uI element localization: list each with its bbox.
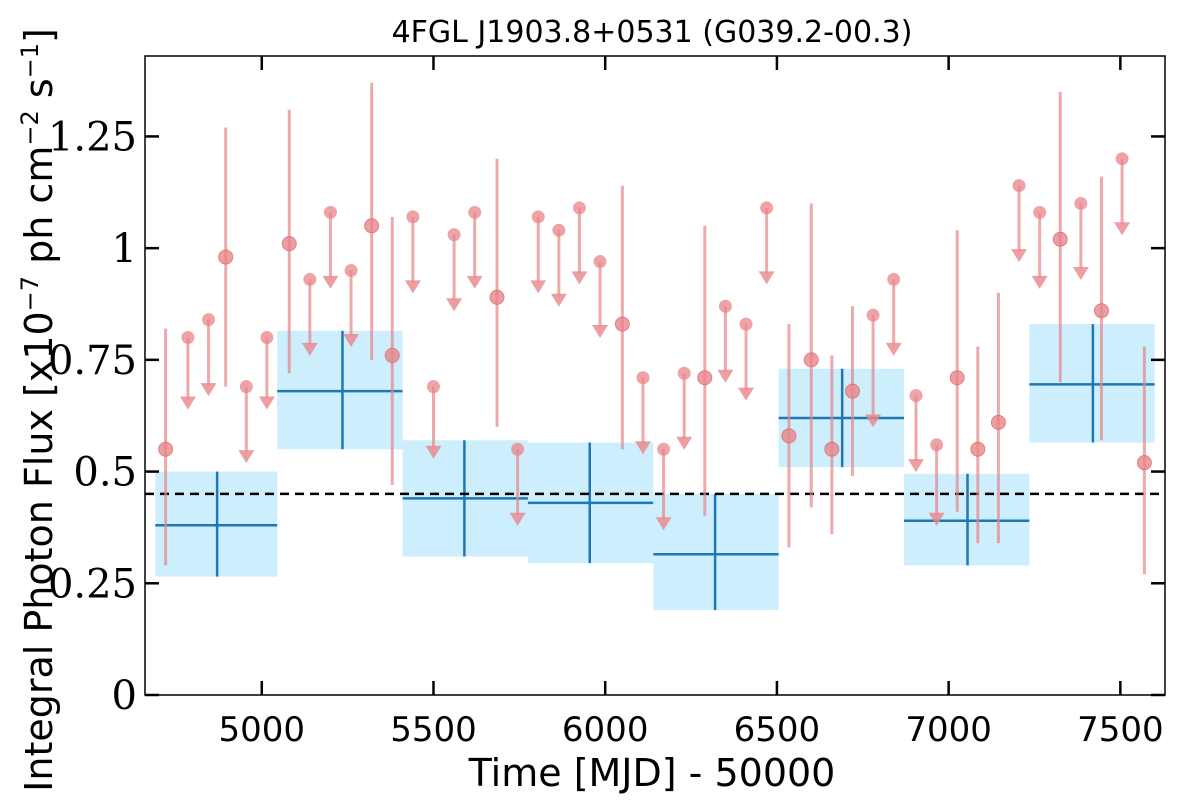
detection-point-15 bbox=[1052, 231, 1068, 247]
upper-limit-point-21 bbox=[760, 201, 774, 215]
upper-limit-point-26 bbox=[1012, 179, 1026, 193]
upper-limit-point-22 bbox=[866, 308, 880, 322]
upper-limit-arrow-11 bbox=[509, 512, 526, 526]
upper-limit-point-0 bbox=[181, 331, 195, 345]
upper-limit-arrow-3 bbox=[258, 396, 275, 410]
detection-point-1 bbox=[218, 249, 234, 265]
y-tick-label-4: 1 bbox=[112, 226, 137, 272]
detection-point-8 bbox=[781, 428, 797, 444]
upper-limit-point-25 bbox=[930, 438, 944, 452]
detection-point-16 bbox=[1093, 303, 1109, 319]
x-tick-label-3: 6500 bbox=[734, 710, 821, 750]
upper-limit-arrow-20 bbox=[738, 387, 755, 401]
x-tick-label-5: 7500 bbox=[1077, 710, 1164, 750]
upper-limit-arrow-18 bbox=[676, 436, 693, 450]
x-axis-label: Time [MJD] - 50000 bbox=[468, 751, 836, 795]
upper-limit-point-29 bbox=[1115, 152, 1129, 166]
upper-limit-arrow-14 bbox=[571, 271, 588, 285]
upper-limit-point-1 bbox=[202, 313, 216, 327]
upper-limit-arrow-17 bbox=[655, 517, 672, 531]
y-tick-label-0: 0 bbox=[112, 673, 137, 719]
upper-limit-point-27 bbox=[1033, 205, 1047, 219]
upper-limit-point-18 bbox=[677, 366, 691, 380]
upper-limit-point-14 bbox=[572, 201, 586, 215]
upper-limit-point-28 bbox=[1074, 196, 1088, 210]
y-tick-label-2: 0.5 bbox=[73, 450, 137, 496]
detection-point-13 bbox=[970, 441, 986, 457]
upper-limit-arrow-29 bbox=[1114, 222, 1131, 236]
upper-limit-point-24 bbox=[909, 389, 923, 403]
upper-limit-point-8 bbox=[426, 380, 440, 394]
upper-limit-point-17 bbox=[657, 442, 671, 456]
upper-limit-arrow-6 bbox=[343, 333, 360, 347]
upper-limit-arrow-16 bbox=[634, 441, 651, 455]
upper-limit-point-11 bbox=[511, 442, 525, 456]
upper-limit-point-19 bbox=[718, 299, 732, 313]
upper-limit-arrow-1 bbox=[200, 383, 217, 397]
upper-limit-arrow-0 bbox=[179, 396, 196, 410]
detection-point-4 bbox=[384, 347, 400, 363]
upper-limit-point-4 bbox=[303, 272, 317, 286]
upper-limit-point-10 bbox=[468, 205, 482, 219]
flux-points-layer bbox=[158, 82, 1152, 575]
detection-point-9 bbox=[803, 352, 819, 368]
y-tick-label-5: 1.25 bbox=[48, 114, 137, 160]
y-axis-label: Integral Photon Flux [x10−7 ph cm−2 s−1] bbox=[16, 28, 61, 792]
upper-limit-point-2 bbox=[239, 380, 253, 394]
upper-limit-arrow-4 bbox=[301, 342, 318, 356]
upper-limit-arrow-27 bbox=[1031, 275, 1048, 289]
x-tick-label-4: 7000 bbox=[905, 710, 992, 750]
upper-limit-arrow-22 bbox=[865, 414, 882, 428]
upper-limit-arrow-12 bbox=[530, 280, 547, 294]
upper-limit-point-3 bbox=[260, 331, 274, 345]
axis-ticks: 5000 5500 6000 6500 7000 7500 0 0.25 0.5 0.75 1 1.2… bbox=[48, 56, 1165, 750]
detection-point-0 bbox=[158, 441, 174, 457]
upper-limit-point-20 bbox=[739, 317, 753, 331]
upper-limit-point-13 bbox=[552, 223, 566, 237]
upper-limit-point-16 bbox=[636, 371, 650, 385]
x-tick-label-1: 5500 bbox=[390, 710, 477, 750]
detection-point-17 bbox=[1136, 455, 1152, 471]
y-tick-label-3: 0.75 bbox=[48, 338, 137, 384]
detection-point-2 bbox=[281, 236, 297, 252]
axes-frame bbox=[144, 55, 1166, 696]
upper-limit-arrow-13 bbox=[550, 293, 567, 307]
upper-limit-point-6 bbox=[344, 263, 358, 277]
detection-point-6 bbox=[614, 316, 630, 332]
detection-point-5 bbox=[489, 289, 505, 305]
time-bins-layer bbox=[155, 324, 1155, 611]
upper-limit-arrow-5 bbox=[322, 275, 339, 289]
detection-point-12 bbox=[949, 370, 965, 386]
y-tick-label-1: 0.25 bbox=[48, 561, 137, 607]
upper-limit-arrow-23 bbox=[885, 342, 902, 356]
upper-limit-arrow-2 bbox=[238, 450, 255, 464]
detection-point-14 bbox=[990, 414, 1006, 430]
upper-limit-arrow-19 bbox=[717, 369, 734, 383]
upper-limit-arrow-10 bbox=[466, 275, 483, 289]
x-tick-label-0: 5000 bbox=[219, 710, 306, 750]
upper-limit-point-9 bbox=[447, 228, 461, 242]
upper-limit-arrow-24 bbox=[908, 459, 925, 473]
detection-point-3 bbox=[364, 218, 380, 234]
upper-limit-point-5 bbox=[323, 205, 337, 219]
upper-limit-arrow-9 bbox=[446, 298, 463, 312]
detection-point-10 bbox=[824, 441, 840, 457]
upper-limit-point-23 bbox=[887, 272, 901, 286]
upper-limit-arrow-25 bbox=[928, 512, 945, 526]
x-tick-label-2: 6000 bbox=[562, 710, 649, 750]
upper-limit-arrow-15 bbox=[592, 325, 609, 339]
upper-limit-point-12 bbox=[531, 210, 545, 224]
upper-limit-arrow-7 bbox=[404, 280, 421, 294]
plot-frame bbox=[144, 55, 1166, 696]
upper-limit-arrow-28 bbox=[1072, 266, 1089, 280]
detection-point-11 bbox=[844, 383, 860, 399]
detection-point-7 bbox=[697, 370, 713, 386]
upper-limit-arrow-21 bbox=[758, 271, 775, 285]
chart-title: 4FGL J1903.8+0531 (G039.2-00.3) bbox=[392, 15, 913, 50]
upper-limit-arrow-26 bbox=[1011, 249, 1028, 263]
upper-limit-point-15 bbox=[593, 255, 607, 269]
upper-limit-point-7 bbox=[406, 210, 420, 224]
upper-limit-arrow-8 bbox=[425, 445, 442, 459]
